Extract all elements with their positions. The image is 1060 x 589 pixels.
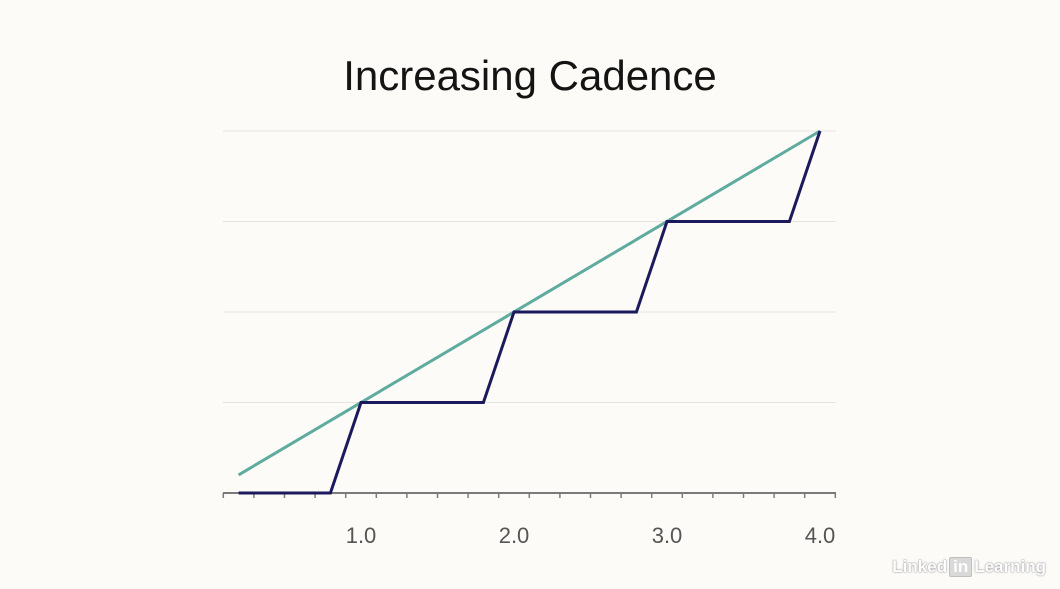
x-tick-label: 2.0 (499, 523, 530, 548)
x-tick-label: 4.0 (805, 523, 836, 548)
x-tick-label: 3.0 (652, 523, 683, 548)
watermark-prefix: Linked (892, 557, 948, 576)
watermark-suffix: Learning (974, 557, 1046, 576)
grid-lines (223, 130, 836, 403)
series-linear-line (237, 129, 821, 477)
watermark-in-badge: in (949, 557, 973, 577)
chart-title: Increasing Cadence (343, 52, 717, 99)
series-step-line (238, 130, 822, 495)
x-tick-labels: 1.0 2.0 3.0 4.0 (346, 523, 836, 548)
series-lines (237, 129, 822, 495)
linkedin-learning-watermark: Linked in Learning (892, 557, 1046, 577)
x-tick-label: 1.0 (346, 523, 377, 548)
